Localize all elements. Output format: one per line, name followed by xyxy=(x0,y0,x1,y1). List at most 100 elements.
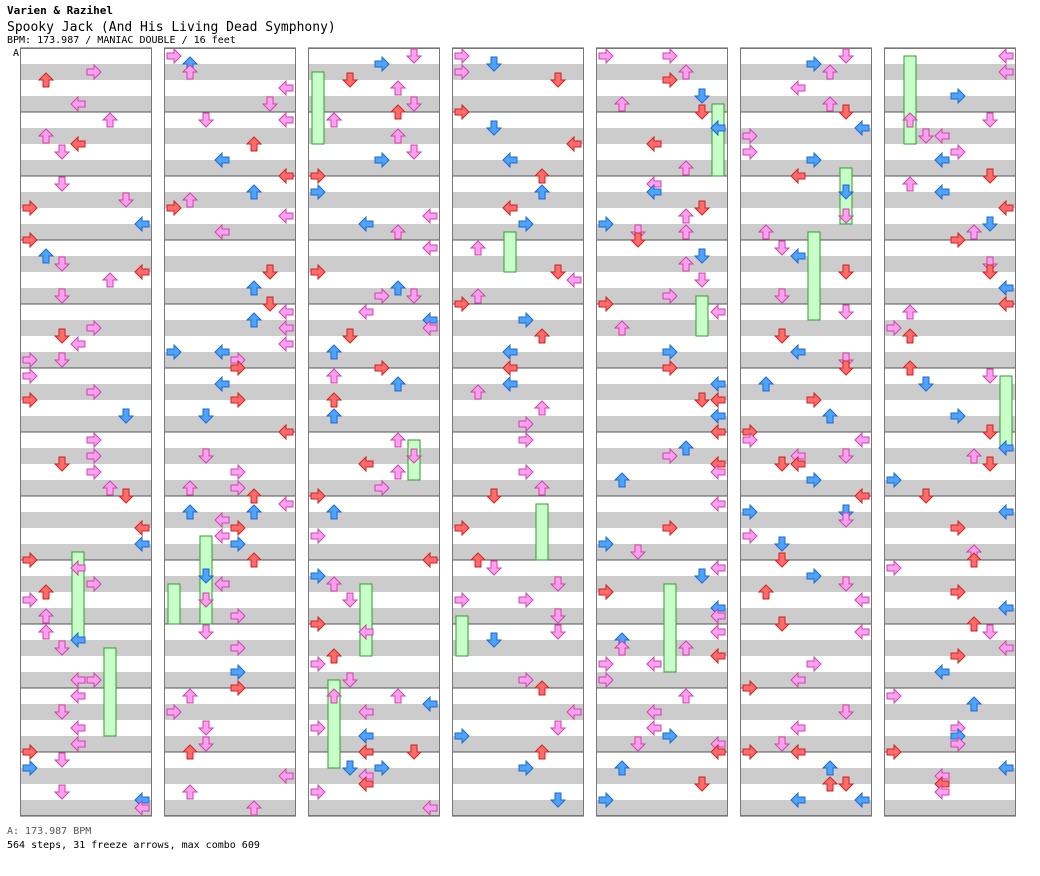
step-arrow xyxy=(310,167,326,185)
step-arrow xyxy=(389,128,407,144)
step-arrow xyxy=(230,479,246,497)
step-arrow xyxy=(710,647,726,665)
column-border xyxy=(308,48,440,816)
step-arrow xyxy=(677,64,695,80)
step-arrow xyxy=(965,448,983,464)
step-arrow xyxy=(965,616,983,632)
beat-stripe xyxy=(308,384,440,400)
step-arrow xyxy=(405,48,423,64)
step-arrow xyxy=(518,311,534,329)
step-arrow xyxy=(454,103,470,121)
step-arrow xyxy=(950,407,966,425)
step-arrow xyxy=(710,375,726,393)
step-arrow xyxy=(469,384,487,400)
step-arrow xyxy=(454,295,470,313)
beat-stripe xyxy=(740,544,872,560)
step-arrow xyxy=(197,736,215,752)
step-arrow xyxy=(837,208,855,224)
step-arrow xyxy=(965,696,983,712)
step-arrow xyxy=(230,359,246,377)
step-arrow xyxy=(166,47,182,65)
step-arrow xyxy=(646,183,662,201)
step-arrow xyxy=(518,671,534,689)
step-arrow xyxy=(837,512,855,528)
step-arrow xyxy=(901,176,919,192)
step-arrow xyxy=(70,671,86,689)
step-arrow xyxy=(677,208,695,224)
step-arrow xyxy=(134,519,150,537)
step-arrow xyxy=(646,135,662,153)
step-arrow xyxy=(662,71,678,89)
beat-stripe xyxy=(740,160,872,176)
beat-stripe xyxy=(452,192,584,208)
step-arrow xyxy=(710,607,726,625)
beat-stripe xyxy=(20,352,152,368)
beat-stripe xyxy=(740,576,872,592)
beat-stripe xyxy=(596,544,728,560)
beat-stripe xyxy=(20,640,152,656)
beat-stripe xyxy=(308,576,440,592)
step-arrow xyxy=(22,367,38,385)
step-arrow xyxy=(518,463,534,481)
beat-stripe xyxy=(884,672,1016,688)
step-arrow xyxy=(86,63,102,81)
step-arrow xyxy=(598,535,614,553)
step-arrow xyxy=(86,431,102,449)
beat-stripe xyxy=(596,800,728,816)
freeze-arrow xyxy=(167,583,181,625)
step-arrow xyxy=(790,791,806,809)
beat-stripe xyxy=(452,640,584,656)
step-arrow xyxy=(278,207,294,225)
step-arrow xyxy=(710,407,726,425)
step-arrow xyxy=(998,295,1014,313)
step-arrow xyxy=(22,551,38,569)
step-arrow xyxy=(598,655,614,673)
step-arrow xyxy=(629,544,647,560)
step-arrow xyxy=(358,455,374,473)
step-arrow xyxy=(773,616,791,632)
step-arrow xyxy=(245,184,263,200)
step-arrow xyxy=(469,288,487,304)
step-arrow xyxy=(358,775,374,793)
step-arrow xyxy=(278,423,294,441)
step-arrow xyxy=(70,687,86,705)
column-border xyxy=(452,48,584,816)
beat-stripe xyxy=(452,576,584,592)
step-arrow xyxy=(134,215,150,233)
beat-stripe xyxy=(308,768,440,784)
step-arrow xyxy=(341,72,359,88)
beat-stripe xyxy=(596,416,728,432)
beat-stripe xyxy=(20,224,152,240)
step-arrow xyxy=(22,759,38,777)
step-arrow xyxy=(518,759,534,777)
step-arrow xyxy=(533,680,551,696)
beat-stripe xyxy=(596,96,728,112)
step-arrow xyxy=(981,368,999,384)
step-arrow xyxy=(70,719,86,737)
step-arrow xyxy=(53,640,71,656)
step-arrow xyxy=(166,703,182,721)
step-arrow xyxy=(37,248,55,264)
beat-stripe xyxy=(308,608,440,624)
step-arrow xyxy=(757,376,775,392)
beat-stripe xyxy=(884,512,1016,528)
step-arrow xyxy=(886,743,902,761)
step-arrow xyxy=(310,655,326,673)
beat-stripe xyxy=(164,768,296,784)
step-arrow xyxy=(934,663,950,681)
step-arrow xyxy=(245,488,263,504)
step-arrow xyxy=(886,559,902,577)
step-arrow xyxy=(245,280,263,296)
beat-stripe xyxy=(452,256,584,272)
step-arrow xyxy=(374,359,390,377)
step-arrow xyxy=(389,104,407,120)
step-arrow xyxy=(310,567,326,585)
beat-stripe xyxy=(164,224,296,240)
step-arrow xyxy=(677,224,695,240)
step-arrow xyxy=(646,655,662,673)
step-arrow xyxy=(998,279,1014,297)
step-arrow xyxy=(934,151,950,169)
beat-stripe xyxy=(20,704,152,720)
step-arrow xyxy=(358,623,374,641)
beat-stripe xyxy=(452,352,584,368)
